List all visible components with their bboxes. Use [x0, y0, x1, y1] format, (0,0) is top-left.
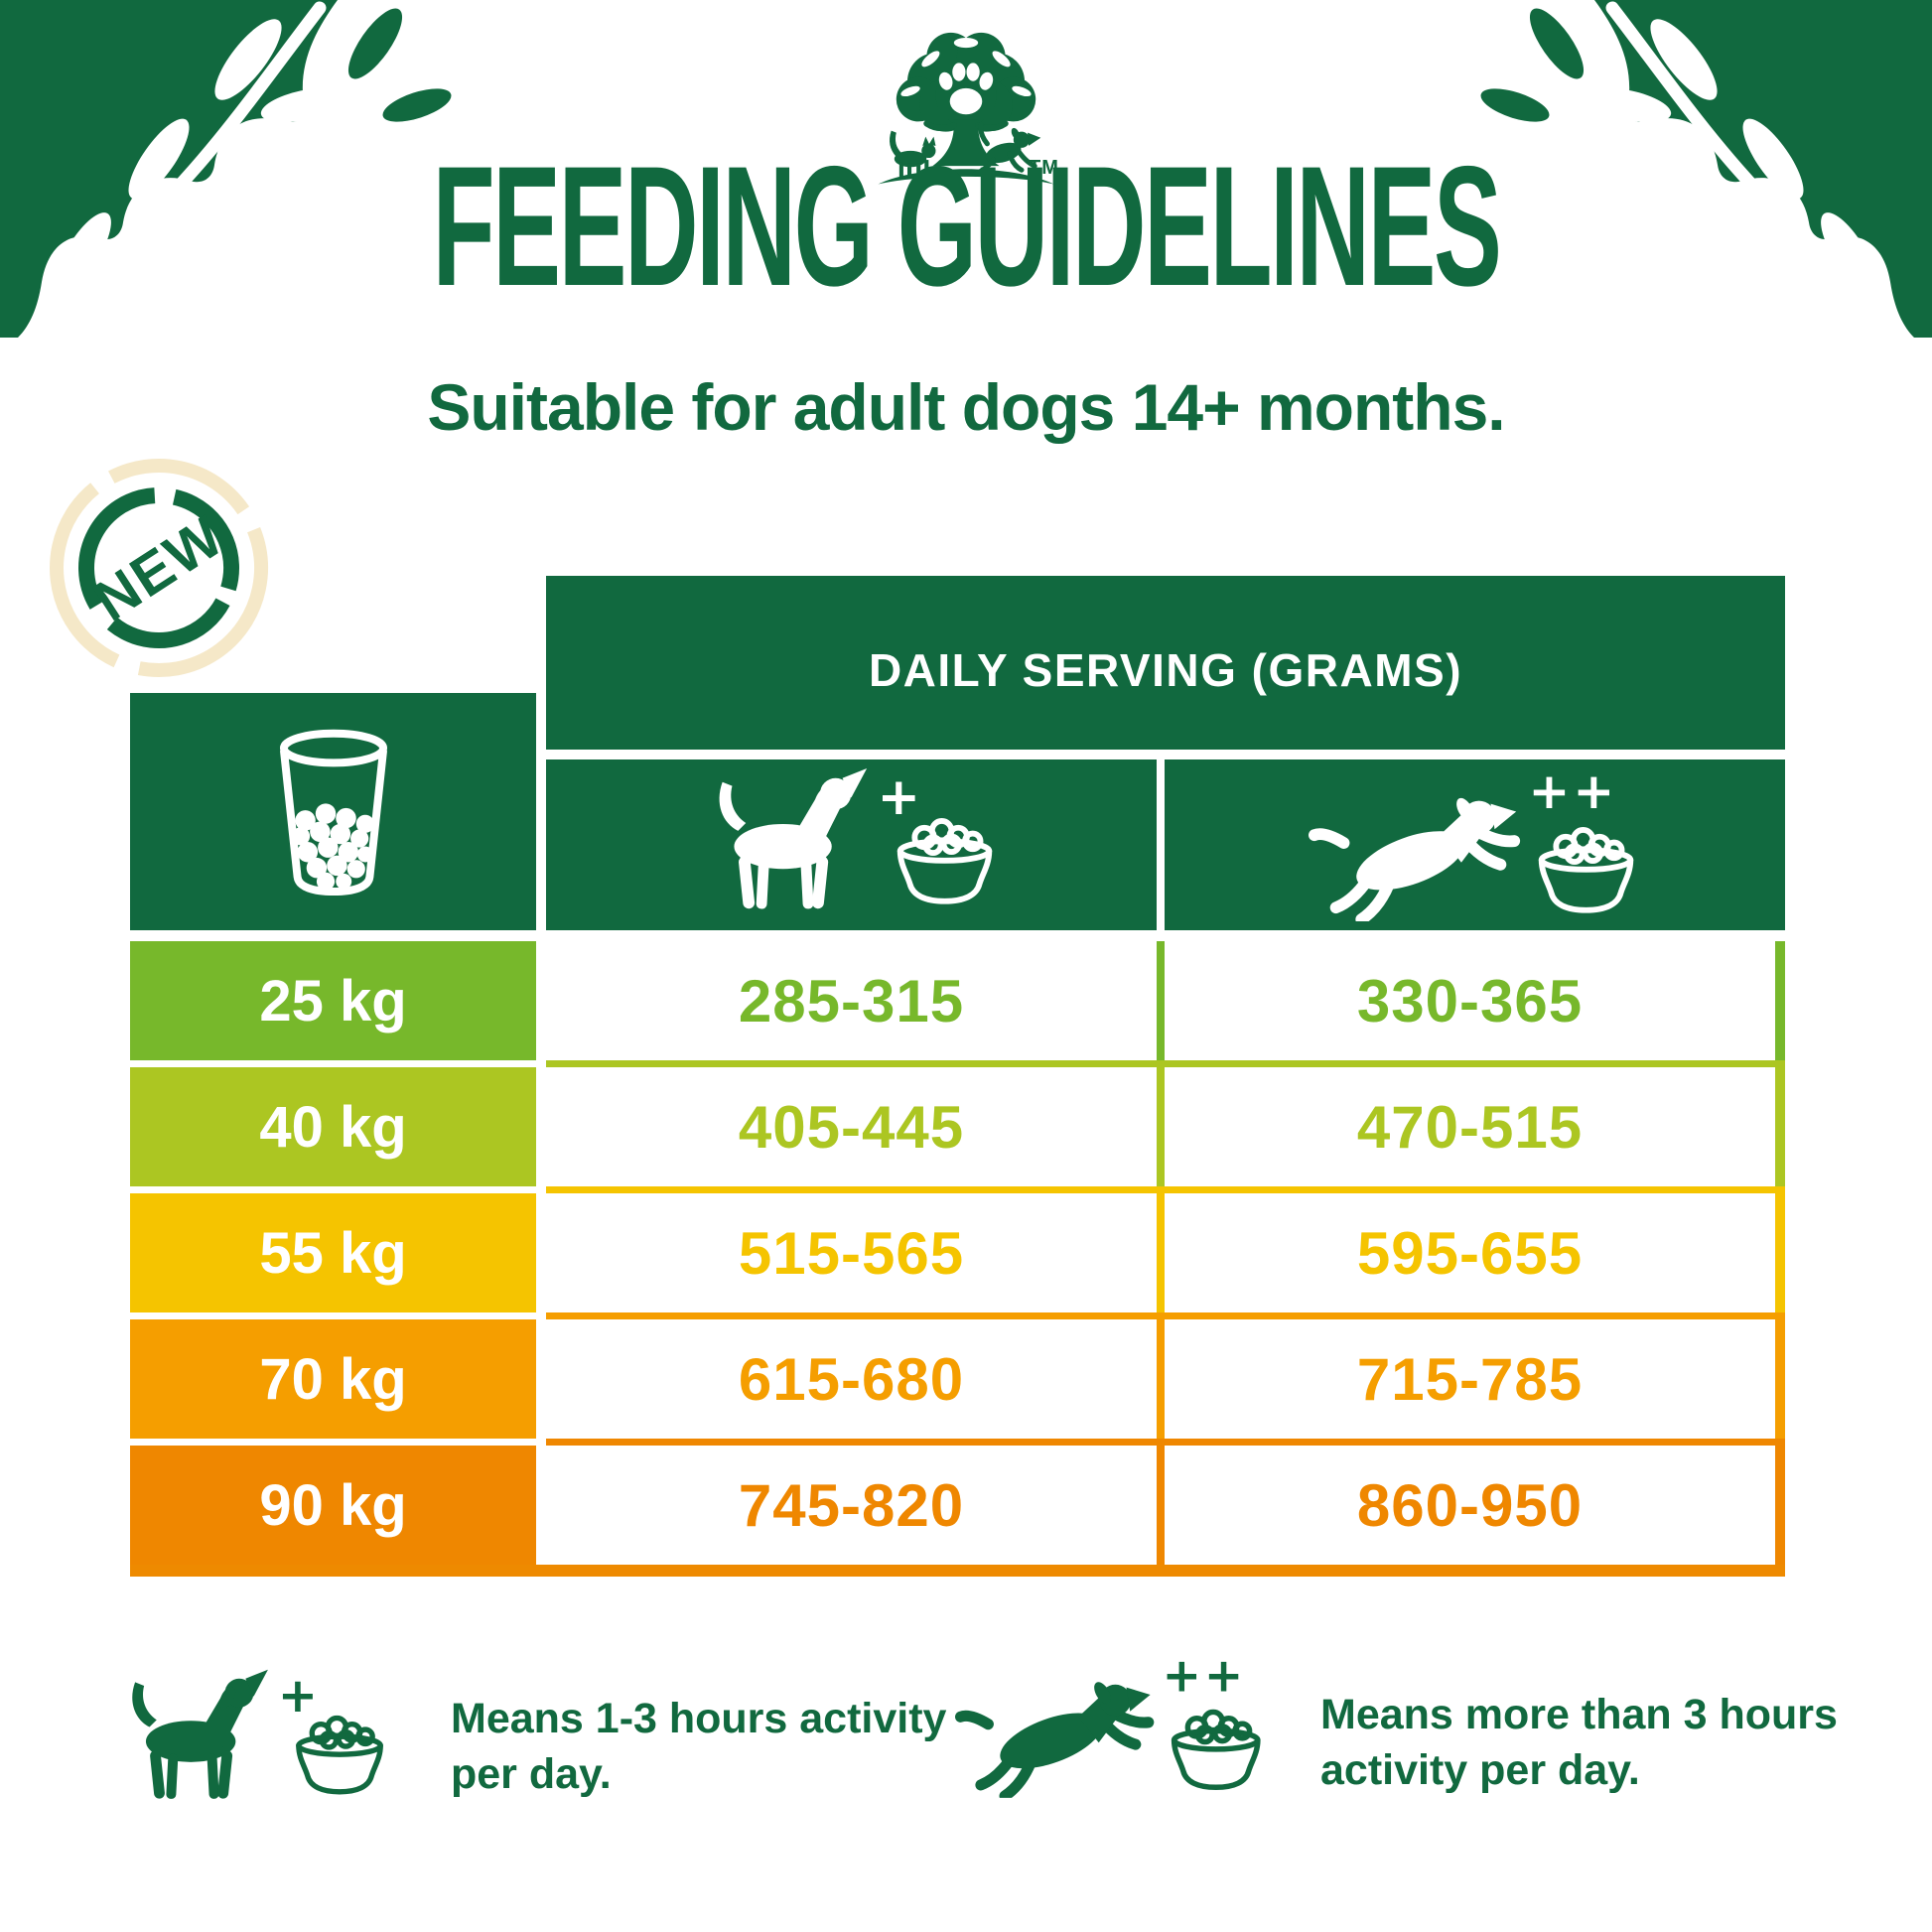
plus-activity-icon: +: [277, 1668, 321, 1724]
weight-cell: 55 kg: [130, 1193, 536, 1312]
row-divider: [546, 1186, 1785, 1193]
table-bottom-border: [130, 1565, 1785, 1577]
serving-cell-moderate: 405-445: [546, 1067, 1157, 1186]
serving-cell-high: 715-785: [1165, 1319, 1775, 1439]
row-divider: [546, 1060, 1785, 1067]
serving-cell-moderate: 615-680: [546, 1319, 1157, 1439]
page-title: FEEDING GUIDELINES: [432, 131, 1502, 322]
trademark-symbol: TM: [1029, 157, 1059, 179]
legend-text-line: activity per day.: [1320, 1745, 1640, 1794]
row-divider: [546, 1312, 1785, 1319]
table-row: 70 kg 615-680 715-785: [130, 1312, 1785, 1439]
column-divider: [1157, 1060, 1165, 1186]
feeding-table: DAILY SERVING (GRAMS): [130, 576, 1785, 1577]
table-right-border: [1775, 1312, 1785, 1439]
column-header-high-activity: ++: [1165, 759, 1785, 930]
weight-cell: 25 kg: [130, 941, 536, 1060]
weight-column-header: [130, 693, 536, 930]
weight-cell: 70 kg: [130, 1319, 536, 1439]
double-plus-activity-icon: ++: [1528, 762, 1618, 820]
plus-activity-icon: +: [877, 767, 924, 827]
serving-cell-high: 860-950: [1165, 1446, 1775, 1565]
serving-cell-moderate: 745-820: [546, 1446, 1157, 1565]
dog-silhouette-icon: [972, 121, 1041, 177]
table-right-border: [1775, 1060, 1785, 1186]
row-divider: [546, 1439, 1785, 1446]
page-subtitle: Suitable for adult dogs 14+ months.: [427, 370, 1505, 444]
legend-moderate-activity: + Means 1-3 hours activity per day.: [117, 1669, 947, 1813]
column-divider: [1157, 1439, 1165, 1565]
legend-high-activity: ++ Means more than 3 hours activity per …: [955, 1652, 1838, 1805]
table-row: 90 kg 745-820 860-950: [130, 1439, 1785, 1565]
column-divider: [1157, 941, 1165, 1060]
serving-cell-high: 470-515: [1165, 1067, 1775, 1186]
weight-cell: 40 kg: [130, 1067, 536, 1186]
serving-cell-high: 330-365: [1165, 941, 1775, 1060]
table-right-border: [1775, 1439, 1785, 1565]
table-row: 25 kg 285-315 330-365: [130, 941, 1785, 1060]
legend-text-line: Means more than 3 hours: [1320, 1691, 1838, 1738]
kibble-measuring-cup-icon: [260, 719, 407, 904]
cat-silhouette-icon: [890, 130, 936, 179]
weight-cell: 90 kg: [130, 1446, 536, 1565]
column-divider: [1157, 1186, 1165, 1312]
double-plus-activity-icon: ++: [1162, 1648, 1247, 1703]
column-divider: [1157, 1312, 1165, 1439]
tree-paw-logo: [850, 20, 1082, 233]
legend-text-line: per day.: [451, 1749, 612, 1798]
new-stamp-badge: NEW: [48, 457, 270, 679]
serving-header: DAILY SERVING (GRAMS): [546, 576, 1785, 750]
serving-cell-high: 595-655: [1165, 1193, 1775, 1312]
table-right-border: [1775, 941, 1785, 1060]
serving-cell-moderate: 515-565: [546, 1193, 1157, 1312]
serving-cell-moderate: 285-315: [546, 941, 1157, 1060]
legend-text-line: Means 1-3 hours activity: [451, 1695, 947, 1742]
leaf-decoration-top-left-icon: [0, 0, 457, 338]
table-row: 40 kg 405-445 470-515: [130, 1060, 1785, 1186]
table-right-border: [1775, 1186, 1785, 1312]
column-header-moderate-activity: +: [546, 759, 1157, 930]
leaf-decoration-top-right-icon: [1475, 0, 1932, 338]
table-row: 55 kg 515-565 595-655: [130, 1186, 1785, 1312]
